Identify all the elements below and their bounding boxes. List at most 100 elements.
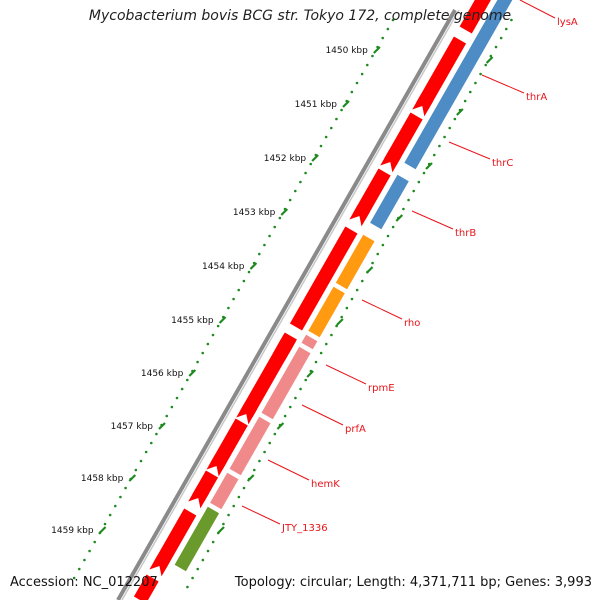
scale-dot — [288, 198, 292, 202]
cds-block-1 — [153, 508, 197, 570]
inner-dot — [371, 261, 374, 265]
inner-dot — [510, 18, 513, 22]
track-blue-upper — [404, 0, 513, 170]
gene-label-prfA: prfA — [345, 424, 366, 435]
scale-dot — [365, 63, 369, 67]
inner-dot — [268, 441, 272, 445]
scale-dot — [263, 243, 266, 247]
inner-dot — [345, 306, 349, 310]
inner-major-tick — [365, 266, 374, 274]
gene-leader-line — [448, 141, 491, 160]
scale-dot — [273, 225, 277, 229]
kbp-tick-label: 1452 kbp — [264, 154, 307, 164]
kbp-scale: 1450 kbp 1451 kbp 1452 kbp 1453 kbp 1454 kbp… — [51, 18, 513, 589]
gene-label-rpmE: rpmE — [368, 383, 395, 394]
kbp-tick-label: 1455 kbp — [171, 316, 214, 326]
inner-dot — [242, 486, 246, 490]
inner-dot — [294, 396, 297, 400]
track-orange — [308, 234, 375, 338]
track-blue-lower — [370, 174, 409, 230]
inner-dot — [412, 189, 416, 193]
kbp-tick-label: 1453 kbp — [233, 208, 276, 218]
gene-label-lysA: lysA — [557, 17, 578, 28]
scale-dot — [93, 540, 97, 544]
cds-arrow-1 — [188, 486, 209, 509]
inner-dot — [263, 450, 266, 454]
inner-dot — [376, 252, 380, 256]
scale-dot — [124, 486, 127, 490]
inner-dot — [432, 153, 436, 157]
scale-dot — [237, 288, 241, 292]
scale-dot — [196, 360, 199, 364]
scale-dot — [103, 522, 107, 526]
scale-dot — [201, 351, 205, 355]
scale-dot — [83, 558, 86, 562]
scale-dot — [309, 162, 313, 166]
inner-dot — [350, 297, 354, 301]
kbp-tick-label: 1458 kbp — [81, 474, 124, 484]
track-gap-1 — [333, 282, 348, 294]
scale-dot — [371, 54, 374, 58]
scale-dot — [350, 90, 354, 94]
cds-block-8 — [384, 112, 423, 166]
gene-label-thrB: thrB — [455, 228, 476, 239]
scale-dot — [324, 135, 328, 139]
gene-leader-line — [267, 459, 310, 481]
inner-dot — [201, 558, 205, 562]
cds-block-3 — [210, 418, 248, 470]
major-tick — [98, 526, 107, 534]
cds-block-6 — [289, 226, 358, 331]
scale-dot — [227, 306, 230, 310]
inner-dot — [237, 495, 241, 499]
inner-major-tick — [425, 162, 433, 170]
gene-leader-line — [241, 505, 281, 525]
scale-dot — [144, 450, 148, 454]
gene-leader-line — [325, 364, 367, 385]
inner-dot — [222, 522, 225, 526]
inner-dot — [330, 333, 333, 337]
gene-leader-line — [411, 210, 454, 230]
scale-dot — [72, 576, 76, 580]
major-tick — [249, 262, 258, 270]
inner-major-tick — [395, 214, 404, 222]
inner-dot — [258, 459, 261, 463]
inner-dot — [288, 405, 292, 409]
gene-label-thrA: thrA — [526, 92, 547, 103]
inner-major-tick — [246, 474, 255, 482]
kbp-tick-label: 1457 kbp — [111, 422, 154, 432]
inner-dot — [391, 225, 395, 229]
inner-major-tick — [336, 318, 344, 326]
inner-dot — [438, 144, 441, 148]
kbp-tick-label: 1454 kbp — [202, 262, 245, 272]
inner-dot — [386, 234, 390, 238]
inner-dot — [196, 567, 200, 571]
cds-block-9 — [416, 36, 467, 110]
major-tick — [128, 474, 137, 482]
gene-label-rho: rho — [404, 318, 420, 329]
scale-dot — [134, 468, 138, 472]
cds-arrow-7 — [412, 94, 433, 117]
track-olive — [174, 506, 220, 572]
genome-summary: Topology: circular; Length: 4,371,711 bp… — [234, 575, 592, 590]
inner-dot — [304, 378, 308, 382]
scale-dot — [391, 18, 395, 22]
cds-block-0 — [133, 574, 159, 600]
scale-dot — [340, 108, 343, 112]
inner-dot — [211, 540, 215, 544]
inner-major-tick — [276, 422, 285, 430]
inner-dot — [453, 117, 457, 121]
scale-dot — [278, 216, 282, 220]
inner-dot — [319, 351, 323, 355]
track-pink-small — [301, 334, 318, 350]
inner-major-tick — [217, 526, 225, 534]
inner-dot — [468, 90, 472, 94]
backbone-highlight — [121, 9, 460, 600]
scale-dot — [299, 180, 302, 184]
kbp-tick-label: 1456 kbp — [141, 369, 184, 379]
scale-dot — [155, 432, 158, 436]
inner-dot — [314, 360, 318, 364]
track-pink — [210, 346, 311, 510]
inner-dot — [474, 81, 477, 85]
inner-dot — [494, 45, 498, 49]
scale-dot — [304, 171, 307, 175]
